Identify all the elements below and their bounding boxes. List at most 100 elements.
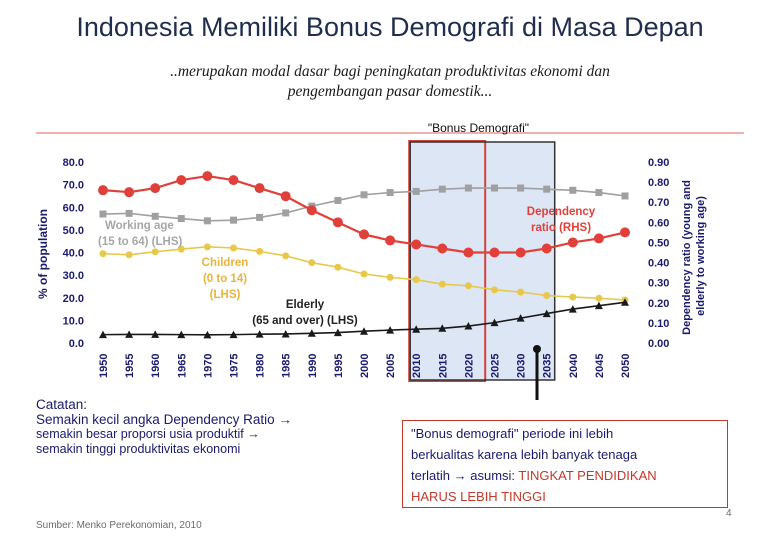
x-tick-label: 2035 [542, 354, 554, 378]
data-point [568, 305, 577, 313]
page-title: Indonesia Memiliki Bonus Demografi di Ma… [76, 12, 704, 42]
right-tick-label: 0.60 [648, 217, 669, 229]
x-tick-label: 2015 [437, 354, 449, 378]
data-point [386, 189, 394, 197]
subtitle-line-2: pengembangan pasar domestik... [287, 83, 493, 100]
right-tick-label: 0.50 [648, 237, 669, 249]
data-point [99, 330, 107, 339]
bonus-demografi-dark-frame [409, 141, 556, 381]
page-number: 4 [726, 508, 732, 519]
data-point [125, 251, 133, 259]
annotation-elderly-line-2: (65 and over) (LHS) [252, 315, 358, 327]
data-point [230, 216, 237, 224]
x-tick-label: 2010 [411, 354, 423, 378]
data-point [543, 185, 551, 193]
note-line-2: semakin besar proporsi usia produktif → [36, 427, 260, 441]
data-point [412, 276, 420, 284]
annotation-dependency: Dependency ratio (RHS) [527, 206, 596, 234]
data-point [177, 245, 185, 253]
data-point [386, 326, 395, 334]
data-point [620, 227, 630, 238]
data-point [151, 248, 159, 256]
data-point [515, 247, 526, 258]
right-tick-label: 0.00 [648, 338, 669, 350]
annotation-dependency-line-1: Dependency [527, 206, 596, 218]
bonus-demografi-callout: "Bonus demografi" periode ini lebih berk… [402, 420, 728, 508]
bonus-demografi-border [408, 140, 487, 382]
left-tick-label: 60.0 [63, 202, 84, 214]
data-point [437, 243, 448, 254]
callout-line-3-emphasis: TINGKAT PENDIDIKAN [518, 468, 657, 483]
annotation-children: Children (0 to 14) (LHS) [202, 257, 249, 301]
right-tick-label: 0.20 [648, 298, 669, 310]
bonus-demografi-label: "Bonus Demografi" [428, 121, 529, 135]
annotation-working-age-line-2: (15 to 64) (LHS) [98, 236, 183, 248]
data-point [150, 183, 161, 194]
left-tick-label: 10.0 [63, 315, 84, 327]
data-point [280, 191, 291, 202]
data-point [255, 330, 264, 338]
data-point [99, 210, 107, 218]
series-3 [98, 171, 630, 258]
left-tick-label: 0.0 [69, 338, 84, 350]
x-tick-label: 1965 [176, 354, 188, 378]
x-axis-ticks: 1950 1955 1960 1965 1970 1975 1980 1985 1990 1995… [98, 354, 632, 378]
data-point [594, 301, 603, 310]
data-point [385, 235, 396, 246]
data-point [569, 293, 577, 301]
data-point [491, 286, 498, 294]
x-tick-label: 1980 [255, 354, 267, 378]
pointer-arrow [533, 345, 541, 400]
annotation-dependency-line-2: ratio (RHS) [531, 222, 591, 234]
data-point [567, 237, 578, 248]
x-tick-label: 1995 [333, 354, 345, 378]
demography-chart: "Bonus Demografi" 0.0 10.0 20.0 30.0 40.0 50.… [36, 121, 744, 400]
data-point [229, 330, 238, 339]
annotation-working-age: Working age (15 to 64) (LHS) [98, 220, 183, 248]
bonus-demografi-highlight [410, 142, 555, 380]
source-note: Sumber: Menko Perekonomian, 2010 [36, 520, 202, 531]
data-point [412, 325, 421, 333]
note-panel: Catatan: Semakin kecil angka Dependency … [36, 397, 376, 457]
data-point [308, 259, 316, 267]
data-point [359, 229, 369, 240]
x-tick-label: 1970 [202, 354, 214, 378]
left-tick-label: 20.0 [63, 293, 84, 305]
data-point [621, 298, 629, 306]
data-point [595, 189, 603, 197]
left-tick-label: 50.0 [63, 225, 84, 237]
x-tick-label: 2005 [385, 354, 397, 378]
note-line-1: Semakin kecil angka Dependency Ratio → [36, 412, 292, 427]
data-point [516, 314, 525, 322]
x-tick-label: 1950 [98, 354, 110, 378]
data-point [334, 196, 342, 204]
data-point [334, 263, 342, 271]
data-point [125, 330, 134, 338]
x-tick-label: 2040 [568, 354, 580, 378]
x-tick-label: 1985 [281, 354, 293, 378]
data-point [306, 205, 317, 216]
data-point [541, 243, 552, 254]
left-axis-title: % of population [36, 209, 50, 299]
left-tick-label: 70.0 [63, 180, 84, 192]
data-point [464, 184, 472, 192]
data-point [543, 291, 551, 299]
data-point [282, 252, 290, 260]
data-point [491, 184, 498, 192]
left-axis-ticks: 0.0 10.0 20.0 30.0 40.0 50.0 60.0 70.0 80.0 [63, 157, 84, 350]
data-point [99, 250, 107, 258]
right-axis-title-line-1: Dependency ratio (young and [681, 180, 693, 335]
data-point [360, 191, 368, 199]
data-point [177, 215, 185, 223]
data-point [593, 233, 604, 244]
data-point [360, 270, 368, 278]
data-point [464, 282, 472, 290]
data-point [463, 247, 474, 258]
data-point [281, 329, 290, 338]
data-point [411, 239, 422, 250]
series-1 [99, 243, 629, 304]
data-point [412, 187, 420, 195]
data-point [569, 186, 577, 194]
data-point [230, 244, 237, 252]
x-tick-label: 2050 [620, 354, 632, 378]
